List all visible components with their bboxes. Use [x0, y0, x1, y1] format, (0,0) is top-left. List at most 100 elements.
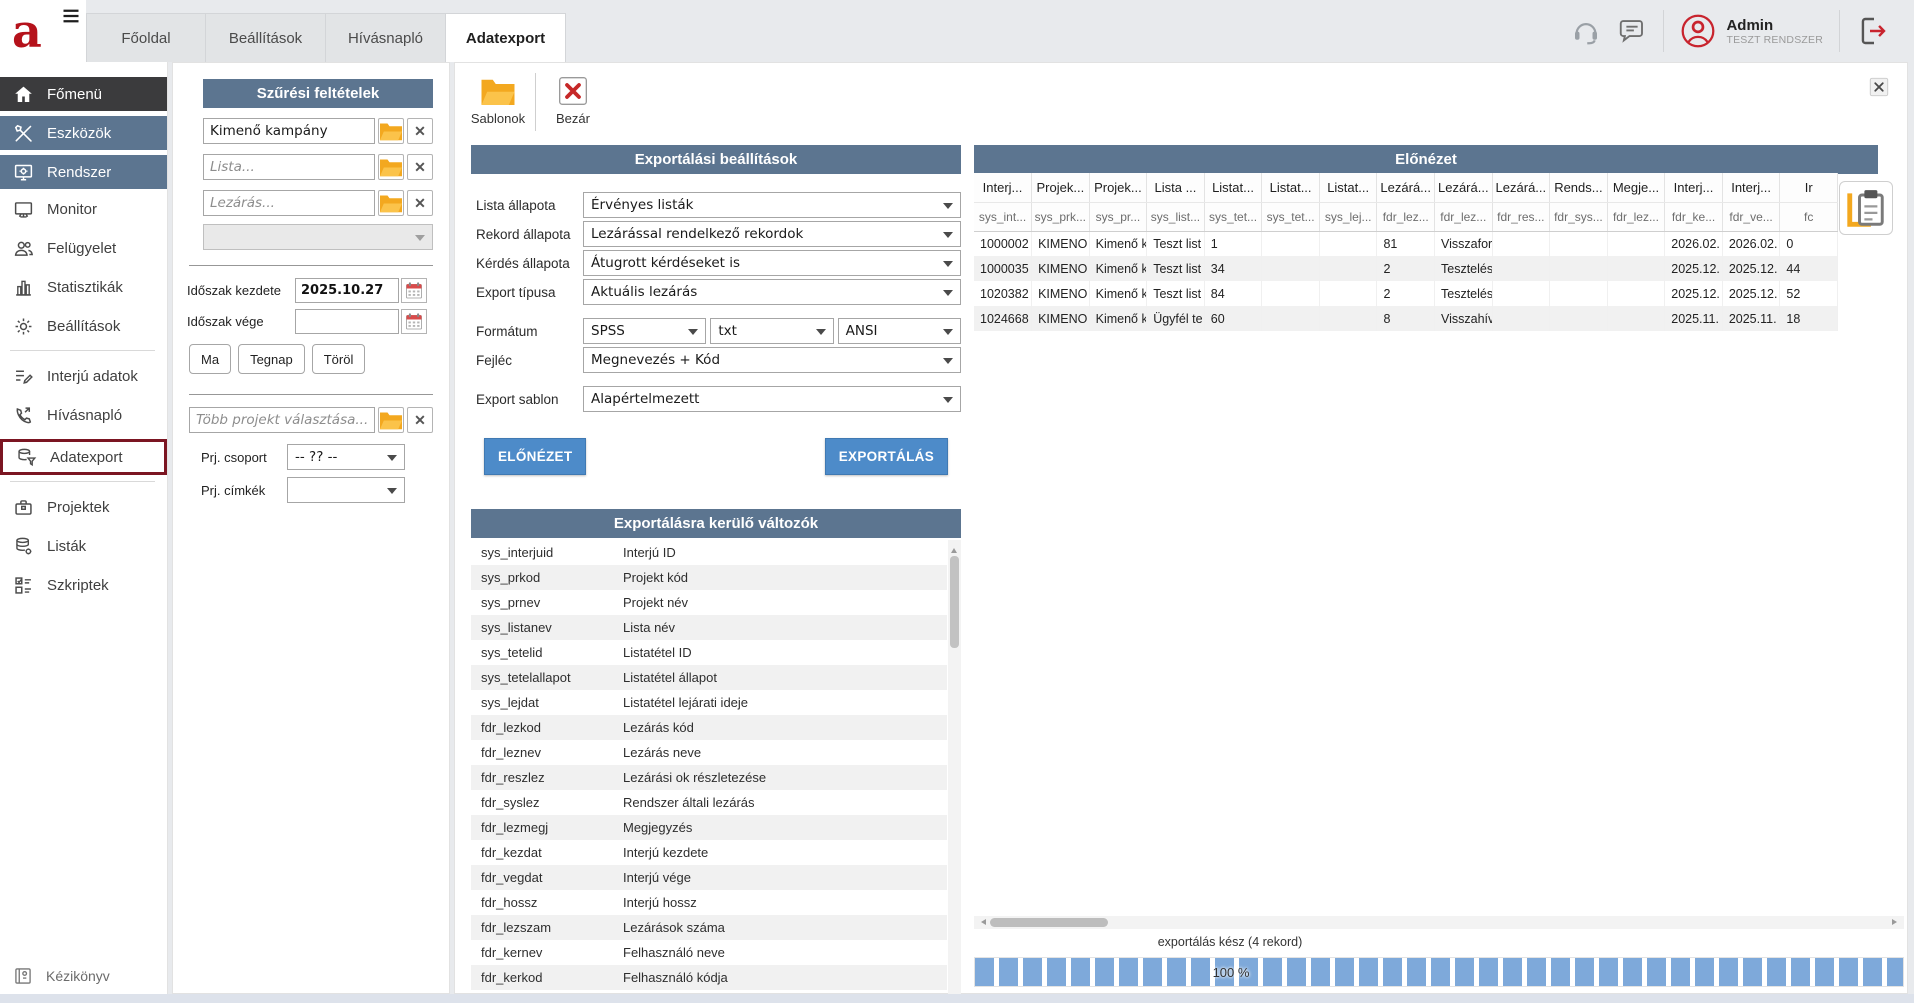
variable-row[interactable]: sys_interjuid Interjú ID [471, 540, 947, 565]
clear-x-icon[interactable]: ✕ [407, 407, 433, 433]
project-tags-select[interactable] [287, 477, 405, 503]
clear-dates-button[interactable]: Töröl [312, 344, 366, 374]
sidebar-item-projektek[interactable]: Projektek [0, 492, 167, 522]
logout-icon[interactable] [1856, 15, 1888, 47]
yesterday-button[interactable]: Tegnap [238, 344, 305, 374]
multi-project-input[interactable] [189, 407, 375, 433]
variable-row[interactable]: sys_listanev Lista név [471, 615, 947, 640]
folder-icon[interactable] [378, 118, 404, 144]
tab-fooldal[interactable]: Főoldal [86, 13, 206, 62]
sidebar-item-fomenu[interactable]: Főmenü [0, 77, 167, 111]
tab-hivasnaplo[interactable]: Hívásnapló [326, 13, 446, 62]
today-button[interactable]: Ma [189, 344, 231, 374]
variable-row[interactable]: sys_tetelid Listatétel ID [471, 640, 947, 665]
sidebar-item-interju-adatok[interactable]: Interjú adatok [0, 361, 167, 391]
calendar-icon[interactable] [401, 278, 427, 303]
preview-column-header[interactable]: Projek... [1089, 173, 1147, 202]
sidebar-item-monitor[interactable]: Monitor [0, 194, 167, 224]
sidebar-item-kezikonyv[interactable]: Kézikönyv [13, 966, 110, 986]
variable-row[interactable]: fdr_kerkod Felhasználó kódja [471, 965, 947, 990]
sidebar-item-felugyelet[interactable]: Felügyelet [0, 233, 167, 263]
variable-row[interactable]: fdr_vegdat Interjú vége [471, 865, 947, 890]
scroll-right-icon[interactable] [1892, 919, 1900, 925]
headset-icon[interactable] [1571, 16, 1601, 46]
scrollbar-thumb[interactable] [950, 556, 959, 648]
app-logo[interactable]: a [0, 0, 86, 62]
closing-input[interactable] [203, 190, 375, 216]
variable-row[interactable]: fdr_syslez Rendszer általi lezárás [471, 790, 947, 815]
preview-column-header[interactable]: Interj... [1722, 173, 1780, 202]
preview-button[interactable]: ELŐNÉZET [484, 438, 586, 475]
variable-row[interactable]: sys_tetelallapot Listatétel állapot [471, 665, 947, 690]
sidebar-item-listak[interactable]: Listák [0, 531, 167, 561]
variable-row[interactable]: fdr_hossz Interjú hossz [471, 890, 947, 915]
preview-column-header[interactable]: Listat... [1204, 173, 1262, 202]
preview-column-header[interactable]: Lezárá... [1435, 173, 1493, 202]
list-input[interactable] [203, 154, 375, 180]
variable-row[interactable]: fdr_lezmegj Megjegyzés [471, 815, 947, 840]
folder-icon[interactable] [378, 407, 404, 433]
variable-row[interactable]: fdr_lezkod Lezárás kód [471, 715, 947, 740]
tab-adatexport[interactable]: Adatexport [446, 13, 566, 62]
format-select[interactable]: SPSS [583, 318, 706, 344]
project-group-select[interactable]: -- ?? -- [287, 444, 405, 470]
list-state-select[interactable]: Érvényes listák [583, 192, 961, 218]
variable-row[interactable]: sys_prnev Projekt név [471, 590, 947, 615]
period-end-input[interactable] [295, 309, 399, 334]
preview-column-header[interactable]: Listat... [1262, 173, 1320, 202]
preview-column-header[interactable]: Lezárá... [1377, 173, 1435, 202]
copy-to-clipboard-button[interactable] [1839, 181, 1893, 235]
horizontal-scrollbar[interactable] [974, 916, 1904, 929]
close-button[interactable]: Bezár [542, 69, 604, 135]
campaign-input[interactable] [203, 118, 375, 144]
clear-x-icon[interactable]: ✕ [407, 154, 433, 180]
preview-row[interactable]: 1000002 KIMENO Kimenő k Teszt list 1 81 … [974, 231, 1838, 256]
preview-column-header[interactable]: Lezárá... [1492, 173, 1550, 202]
scroll-left-icon[interactable] [978, 919, 986, 925]
preview-column-header[interactable]: Listat... [1319, 173, 1377, 202]
export-button[interactable]: EXPORTÁLÁS [825, 438, 948, 475]
clear-x-icon[interactable]: ✕ [407, 118, 433, 144]
question-state-select[interactable]: Átugrott kérdéseket is [583, 250, 961, 276]
scroll-up-icon[interactable] [951, 545, 957, 553]
folder-icon[interactable] [378, 154, 404, 180]
preview-row[interactable]: 1000035 KIMENO Kimenő k Teszt list 34 2 … [974, 256, 1838, 281]
variables-scrollbar[interactable] [948, 540, 961, 1003]
preview-column-header[interactable]: Rends... [1550, 173, 1608, 202]
templates-button[interactable]: Sablonok [467, 69, 529, 135]
variable-row[interactable]: sys_lejdat Listatétel lejárati ideje [471, 690, 947, 715]
variable-row[interactable]: fdr_lezszam Lezárások száma [471, 915, 947, 940]
export-type-select[interactable]: Aktuális lezárás [583, 279, 961, 305]
preview-column-header[interactable]: Projek... [1032, 173, 1090, 202]
variable-row[interactable]: sys_prkod Projekt kód [471, 565, 947, 590]
variable-row[interactable]: fdr_reszlez Lezárási ok részletezése [471, 765, 947, 790]
hamburger-menu-icon[interactable] [62, 8, 80, 24]
export-template-select[interactable]: Alapértelmezett [583, 386, 961, 412]
sidebar-item-statisztikak[interactable]: Statisztikák [0, 272, 167, 302]
sidebar-item-adatexport[interactable]: Adatexport [0, 439, 167, 475]
encoding-select[interactable]: ANSI [838, 318, 961, 344]
calendar-icon[interactable] [401, 309, 427, 334]
sidebar-item-szkriptek[interactable]: Szkriptek [0, 570, 167, 600]
variable-row[interactable]: fdr_kernev Felhasználó neve [471, 940, 947, 965]
variable-row[interactable]: fdr_kezdat Interjú kezdete [471, 840, 947, 865]
preview-row[interactable]: 1024668 KIMENO Kimenő k Ügyfél te 60 8 V… [974, 306, 1838, 331]
sidebar-item-eszkozok[interactable]: Eszközök [0, 116, 167, 150]
scrollbar-thumb[interactable] [990, 918, 1108, 927]
file-type-select[interactable]: txt [710, 318, 833, 344]
variable-row[interactable]: fdr_leznev Lezárás neve [471, 740, 947, 765]
preview-column-header[interactable]: Ir [1780, 173, 1838, 202]
preview-column-header[interactable]: Lista ... [1147, 173, 1205, 202]
preview-column-header[interactable]: Megje... [1607, 173, 1665, 202]
chat-icon[interactable] [1617, 16, 1647, 46]
sidebar-item-hivasnaplo[interactable]: Hívásnapló [0, 400, 167, 430]
header-mode-select[interactable]: Megnevezés + Kód [583, 347, 961, 373]
close-panel-icon[interactable] [1869, 77, 1889, 97]
user-menu[interactable]: Admin TESZT RENDSZER [1680, 13, 1823, 49]
period-start-input[interactable] [295, 278, 399, 303]
tab-beallitasok[interactable]: Beállítások [206, 13, 326, 62]
sidebar-item-rendszer[interactable]: Rendszer [0, 155, 167, 189]
record-state-select[interactable]: Lezárással rendelkező rekordok [583, 221, 961, 247]
preview-row[interactable]: 1020382 KIMENO Kimenő k Teszt list 84 2 … [974, 281, 1838, 306]
clear-x-icon[interactable]: ✕ [407, 190, 433, 216]
